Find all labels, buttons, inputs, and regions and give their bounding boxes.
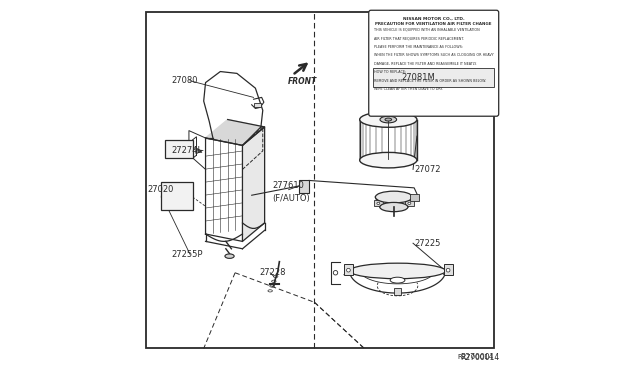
Ellipse shape (377, 202, 380, 205)
Bar (344, 263, 353, 275)
Ellipse shape (376, 191, 412, 203)
Text: 277610: 277610 (272, 182, 304, 190)
Ellipse shape (380, 202, 408, 212)
Bar (405, 200, 414, 206)
Bar (165, 140, 193, 158)
Polygon shape (243, 127, 264, 241)
Bar (254, 103, 261, 108)
Bar (444, 263, 453, 275)
Text: 27228: 27228 (259, 268, 285, 277)
Text: FRONT: FRONT (287, 77, 317, 86)
Text: 27081M: 27081M (401, 73, 435, 81)
Text: REMOVE AND REPLACE THE FILTER IN ORDER AS SHOWN BELOW.: REMOVE AND REPLACE THE FILTER IN ORDER A… (374, 79, 486, 83)
Text: PLEASE PERFORM THE MAINTENANCE AS FOLLOWS:: PLEASE PERFORM THE MAINTENANCE AS FOLLOW… (374, 45, 463, 49)
Text: AIR FILTER THAT REQUIRES PERIODIC REPLACEMENT.: AIR FILTER THAT REQUIRES PERIODIC REPLAC… (374, 36, 464, 41)
Text: 27225: 27225 (414, 239, 440, 248)
Ellipse shape (446, 268, 450, 272)
Bar (373, 68, 494, 87)
Text: HOW TO REPLACE:: HOW TO REPLACE: (374, 70, 406, 74)
Ellipse shape (225, 254, 234, 259)
Ellipse shape (380, 116, 397, 123)
Ellipse shape (390, 277, 405, 283)
Ellipse shape (333, 270, 338, 275)
Bar (394, 288, 401, 295)
Text: 27255P: 27255P (172, 250, 203, 259)
Bar (410, 194, 419, 201)
Text: 27072: 27072 (414, 165, 441, 174)
Text: 27274L: 27274L (172, 147, 203, 155)
Ellipse shape (360, 153, 417, 168)
Text: 27020: 27020 (148, 185, 174, 194)
Text: DAMAGE, REPLACE THE FILTER AND REASSEMBLE IT NEATLY.: DAMAGE, REPLACE THE FILTER AND REASSEMBL… (374, 62, 477, 66)
Text: PRECAUTION FOR VENTILATION AIR FILTER CHANGE: PRECAUTION FOR VENTILATION AIR FILTER CH… (376, 22, 492, 26)
Ellipse shape (408, 202, 411, 205)
Ellipse shape (385, 118, 392, 121)
Text: WIPE CLEAN AFTER THEN LEAVE TO DRY.: WIPE CLEAN AFTER THEN LEAVE TO DRY. (374, 87, 443, 92)
Bar (374, 200, 383, 206)
Text: WHEN THE FILTER SHOWS SYMPTOMS SUCH AS CLOGGING OR HEAVY: WHEN THE FILTER SHOWS SYMPTOMS SUCH AS C… (374, 54, 493, 57)
Text: R2700014: R2700014 (460, 353, 500, 362)
FancyBboxPatch shape (369, 10, 499, 116)
Text: 27080: 27080 (172, 76, 198, 85)
Text: THIS VEHICLE IS EQUIPPED WITH AN INHALABLE VENTILATION: THIS VEHICLE IS EQUIPPED WITH AN INHALAB… (374, 28, 479, 32)
Polygon shape (205, 119, 264, 145)
Text: NISSAN MOTOR CO., LTD.: NISSAN MOTOR CO., LTD. (403, 17, 465, 21)
Text: (F/AUTO): (F/AUTO) (272, 195, 310, 203)
Ellipse shape (360, 112, 417, 127)
Text: R2700014: R2700014 (458, 354, 493, 360)
Ellipse shape (349, 263, 445, 279)
Bar (161, 182, 193, 210)
Ellipse shape (347, 268, 350, 272)
Bar (299, 180, 309, 193)
